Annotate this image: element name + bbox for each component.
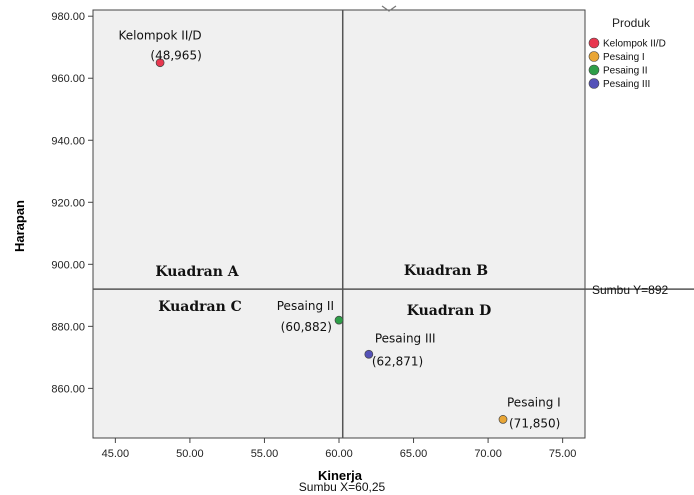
y-tick-label: 960.00 <box>51 73 85 85</box>
x-tick-label: 55.00 <box>251 448 279 460</box>
legend-marker <box>588 37 600 49</box>
data-points: Kelompok II/D (48,965) Pesaing I (71,850) Pe… <box>119 29 561 431</box>
legend-marker <box>588 78 600 89</box>
legend-marker <box>588 64 600 76</box>
y-axis-ticks: 860.00 880.00 900.00 920.00 940.00 960.00 980.… <box>51 11 93 395</box>
point-label-name: Pesaing III <box>375 331 436 345</box>
point-label-name: Kelompok II/D <box>119 29 202 43</box>
quadrant-b-label: Kuadran B <box>404 263 488 279</box>
x-tick-label: 60.00 <box>325 448 353 460</box>
y-axis-title: Harapan <box>12 200 27 252</box>
legend: Produk Kelompok II/D Pesaing I Pesaing II P… <box>588 16 666 90</box>
data-point <box>334 315 344 325</box>
legend-marker <box>588 51 600 62</box>
y-tick-label: 880.00 <box>51 321 85 333</box>
x-tick-label: 75.00 <box>549 448 577 460</box>
quadrant-c-label: Kuadran C <box>158 299 242 315</box>
point-label-coords: (71,850) <box>509 416 560 430</box>
x-axis-ticks: 45.00 50.00 55.00 60.00 65.00 70.00 75.00 <box>102 438 577 460</box>
x-tick-label: 65.00 <box>400 448 428 460</box>
reference-line-x-label: Sumbu X=60,25 <box>299 480 386 494</box>
legend-title: Produk <box>612 16 651 30</box>
point-label-name: Pesaing II <box>277 299 334 313</box>
quadrant-d-label: Kuadran D <box>407 303 492 319</box>
x-tick-label: 70.00 <box>474 448 502 460</box>
y-tick-label: 920.00 <box>51 197 85 209</box>
y-tick-label: 940.00 <box>51 135 85 147</box>
plot-area <box>92 9 586 439</box>
quadrant-a-label: Kuadran A <box>155 264 239 280</box>
x-tick-label: 50.00 <box>176 448 204 460</box>
legend-item: Kelompok II/D <box>603 39 666 50</box>
y-tick-label: 860.00 <box>51 383 85 395</box>
data-point <box>498 415 508 424</box>
x-tick-label: 45.00 <box>102 448 130 460</box>
x-axis-title: Kinerja <box>318 468 363 483</box>
y-tick-label: 900.00 <box>51 259 85 271</box>
chevron-down-icon <box>381 5 397 12</box>
data-point <box>155 58 165 68</box>
point-label-coords: (48,965) <box>150 49 201 63</box>
point-label-name: Pesaing I <box>507 395 561 409</box>
point-label-coords: (60,882) <box>281 320 332 334</box>
reference-line-y-label: Sumbu Y=892 <box>592 283 668 297</box>
legend-item: Pesaing I <box>603 52 645 63</box>
legend-item: Pesaing III <box>603 79 650 90</box>
legend-item: Pesaing II <box>603 66 647 77</box>
point-label-coords: (62,871) <box>372 354 423 368</box>
data-point <box>364 349 374 359</box>
y-tick-label: 980.00 <box>51 11 85 23</box>
